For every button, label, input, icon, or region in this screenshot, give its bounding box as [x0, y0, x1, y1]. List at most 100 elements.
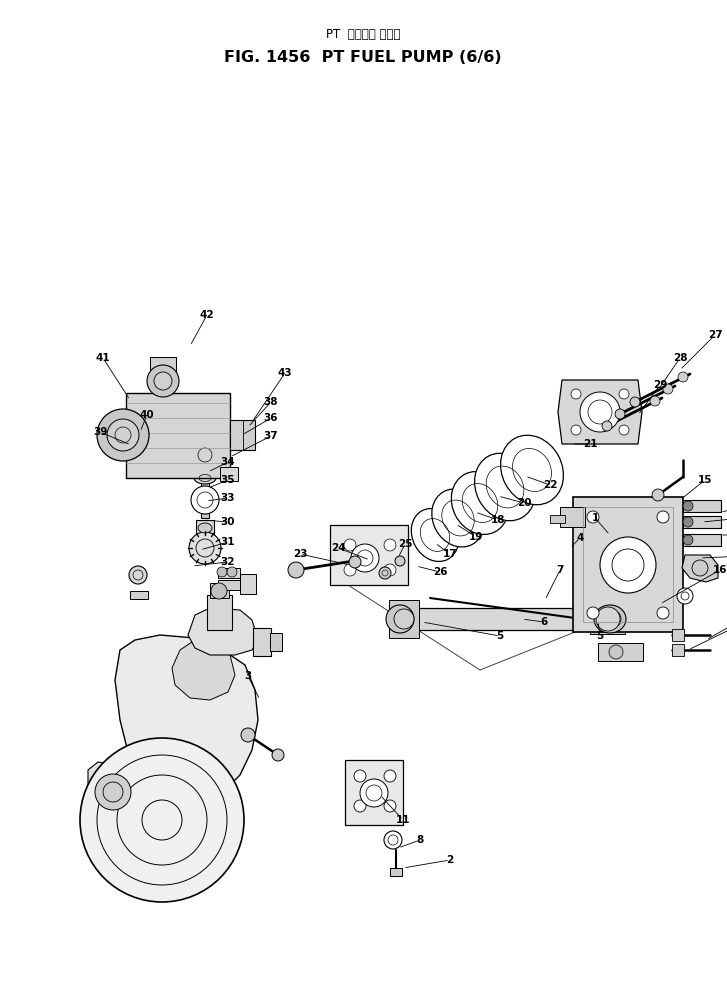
Circle shape — [683, 535, 693, 545]
Bar — [240, 574, 256, 594]
Circle shape — [657, 511, 669, 523]
Text: 6: 6 — [540, 617, 547, 627]
Text: 7: 7 — [556, 565, 563, 575]
Ellipse shape — [501, 435, 563, 504]
Circle shape — [683, 517, 693, 527]
Circle shape — [587, 511, 599, 523]
Circle shape — [192, 442, 218, 468]
Bar — [210, 583, 229, 598]
Text: 16: 16 — [712, 565, 727, 575]
Text: 23: 23 — [293, 549, 308, 559]
Text: PT  フェエル ポンプ: PT フェエル ポンプ — [326, 29, 401, 42]
Text: 15: 15 — [698, 475, 712, 485]
Bar — [590, 604, 625, 634]
Bar — [220, 467, 238, 481]
Text: 39: 39 — [93, 427, 107, 437]
Circle shape — [354, 800, 366, 812]
Text: 31: 31 — [221, 537, 236, 547]
Bar — [573, 497, 683, 632]
Circle shape — [619, 425, 629, 435]
Text: 5: 5 — [497, 631, 504, 641]
Bar — [550, 515, 565, 523]
Circle shape — [354, 770, 366, 782]
Bar — [560, 507, 585, 527]
Circle shape — [344, 564, 356, 576]
Text: 18: 18 — [491, 515, 505, 525]
Circle shape — [351, 544, 379, 572]
Text: 24: 24 — [331, 543, 345, 553]
Ellipse shape — [594, 605, 626, 633]
Text: 17: 17 — [443, 549, 457, 559]
Text: 4: 4 — [577, 533, 584, 543]
Bar — [598, 643, 643, 661]
Circle shape — [227, 567, 237, 577]
Circle shape — [288, 562, 304, 578]
Text: 27: 27 — [707, 330, 723, 340]
Ellipse shape — [432, 489, 484, 547]
Text: 35: 35 — [221, 475, 236, 485]
Circle shape — [600, 537, 656, 593]
Circle shape — [191, 486, 219, 514]
Bar — [230, 420, 255, 450]
Circle shape — [147, 365, 179, 397]
Circle shape — [615, 409, 625, 419]
Text: FIG. 1456  PT FUEL PUMP (6/6): FIG. 1456 PT FUEL PUMP (6/6) — [224, 50, 502, 65]
Ellipse shape — [194, 472, 216, 484]
Circle shape — [384, 800, 396, 812]
Text: 5: 5 — [596, 631, 603, 641]
Circle shape — [384, 831, 402, 849]
Ellipse shape — [411, 508, 459, 562]
Text: 3: 3 — [244, 671, 252, 681]
Circle shape — [587, 607, 599, 619]
Bar — [398, 608, 613, 630]
Text: 42: 42 — [200, 310, 214, 320]
Circle shape — [678, 372, 688, 382]
Circle shape — [663, 384, 673, 394]
Circle shape — [360, 779, 388, 807]
Bar — [672, 629, 684, 641]
Bar — [130, 591, 148, 599]
Bar — [201, 460, 209, 518]
Circle shape — [602, 421, 612, 431]
Text: 22: 22 — [543, 480, 558, 490]
Bar — [270, 633, 282, 651]
Bar — [683, 500, 721, 512]
Bar — [253, 628, 271, 656]
Circle shape — [657, 607, 669, 619]
Text: 1: 1 — [591, 513, 598, 523]
Bar — [218, 580, 240, 590]
Circle shape — [394, 609, 414, 629]
Text: 28: 28 — [672, 353, 687, 363]
Circle shape — [272, 749, 284, 761]
Circle shape — [384, 770, 396, 782]
Bar — [345, 760, 403, 825]
Ellipse shape — [198, 523, 212, 533]
Ellipse shape — [386, 605, 414, 633]
Circle shape — [107, 419, 139, 451]
Circle shape — [97, 409, 149, 461]
Bar — [389, 600, 419, 638]
Text: 30: 30 — [221, 517, 236, 527]
Bar — [150, 357, 176, 383]
Bar — [218, 568, 240, 578]
Circle shape — [379, 567, 391, 579]
Text: 19: 19 — [469, 532, 483, 542]
Text: 38: 38 — [264, 397, 278, 407]
Circle shape — [630, 397, 640, 407]
Text: 25: 25 — [398, 539, 412, 549]
Polygon shape — [172, 640, 235, 700]
Polygon shape — [188, 608, 258, 655]
Bar — [330, 525, 408, 585]
Bar — [126, 393, 230, 478]
Text: 29: 29 — [653, 380, 667, 390]
Circle shape — [344, 539, 356, 551]
Bar — [683, 516, 721, 528]
Circle shape — [80, 738, 244, 902]
Text: 8: 8 — [417, 835, 424, 845]
Circle shape — [241, 728, 255, 742]
Polygon shape — [558, 380, 642, 444]
Text: 11: 11 — [395, 815, 410, 825]
Text: 26: 26 — [433, 567, 447, 577]
Circle shape — [677, 588, 693, 604]
Bar — [390, 868, 402, 876]
